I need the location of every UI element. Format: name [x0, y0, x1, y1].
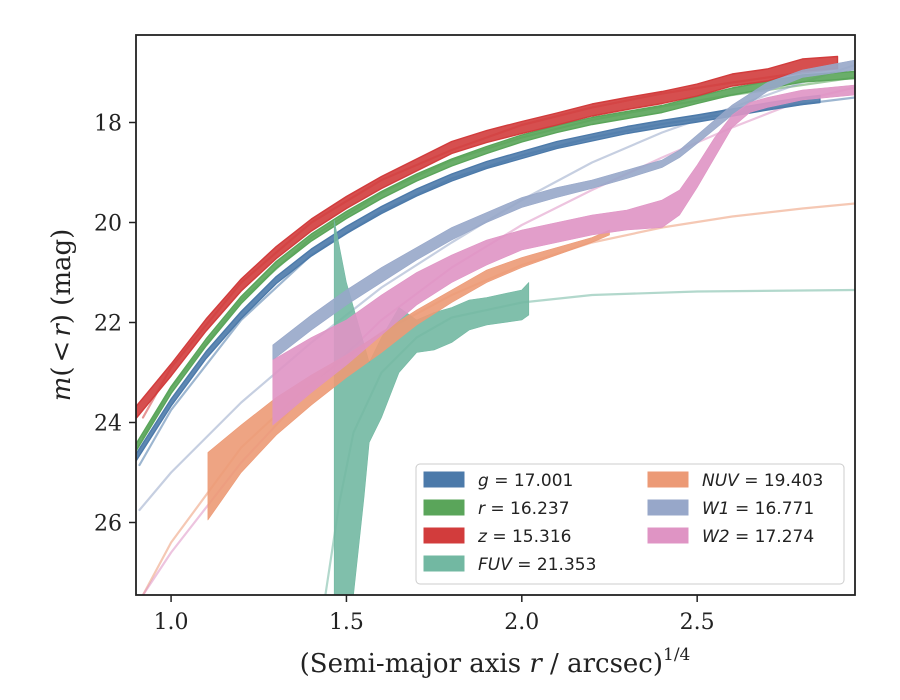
x-tick-label: 2.5 [680, 610, 715, 635]
legend-value: = 19.403 [739, 471, 824, 491]
x-axis-label: (Semi-major axis r / arcsec)1/4 [300, 645, 691, 679]
legend-swatch [647, 471, 689, 488]
y-axis-label-m: m [47, 377, 77, 402]
legend-swatch [423, 499, 465, 516]
w2-profile-band [272, 84, 855, 426]
legend-item-w1: W1 = 16.771 [647, 499, 814, 519]
legend-swatch [423, 527, 465, 544]
y-axis-label-r: r [47, 323, 77, 337]
y-tick-label: 22 [94, 312, 122, 337]
legend-value: = 16.237 [485, 499, 570, 519]
x-axis-ticks: 1.0 1.5 2.0 2.5 [154, 595, 715, 635]
legend-item-w2: W2 = 17.274 [647, 527, 814, 547]
x-axis-label-var: r [529, 649, 543, 679]
legend-label: FUV = 21.353 [478, 555, 596, 575]
legend-band: r [478, 499, 486, 519]
r-profile-band [136, 70, 855, 452]
y-axis-label-paren-close: ) [47, 314, 77, 324]
y-axis-label-lt: < [47, 341, 77, 363]
x-axis-label-exponent: 1/4 [663, 645, 690, 665]
y-tick-label: 20 [94, 212, 122, 237]
legend-item-z: z = 15.316 [423, 527, 571, 547]
legend-value: = 17.274 [730, 527, 815, 547]
legend-box [415, 463, 845, 585]
data-layer [136, 55, 855, 595]
legend-label: g = 17.001 [478, 471, 573, 491]
y-axis-label: m( < r) (mag) [47, 229, 77, 402]
legend-label: z = 15.316 [477, 527, 571, 547]
x-tick-label: 1.0 [154, 610, 189, 635]
y-axis-label-paren-open: ( [47, 366, 77, 376]
legend-label: W2 = 17.274 [702, 527, 814, 547]
legend-item-g: g = 17.001 [423, 471, 573, 491]
legend-swatch [423, 471, 465, 488]
g-profile-band [136, 94, 821, 462]
legend-band: W1 [702, 499, 730, 519]
legend-value: = 16.771 [730, 499, 815, 519]
y-tick-label: 26 [94, 512, 122, 537]
legend-band: W2 [702, 527, 730, 547]
legend-value: = 17.001 [489, 471, 574, 491]
legend-band: FUV [478, 555, 513, 575]
x-axis-label-main: (Semi-major axis [300, 649, 530, 679]
legend-band: g [478, 471, 489, 491]
y-tick-label: 18 [94, 112, 122, 137]
legend-swatch [647, 499, 689, 516]
legend-swatch [647, 527, 689, 544]
legend-label: r = 16.237 [478, 499, 570, 519]
legend-band: z [477, 527, 488, 547]
x-axis-label-rest: / arcsec) [542, 649, 663, 679]
y-axis-ticks: 18 20 22 24 26 [94, 112, 136, 537]
legend-label: NUV = 19.403 [702, 471, 823, 491]
legend-item-r: r = 16.237 [423, 499, 570, 519]
y-tick-label: 24 [94, 412, 122, 437]
legend-item-fuv: FUV = 21.353 [423, 555, 596, 575]
legend-value: = 21.353 [512, 555, 597, 575]
x-tick-label: 2.0 [504, 610, 539, 635]
plot-frame [135, 34, 856, 596]
legend-item-nuv: NUV = 19.403 [647, 471, 823, 491]
legend-label: W1 = 16.771 [702, 499, 814, 519]
w1-profile-band [272, 59, 855, 361]
y-axis-label-unit: (mag) [47, 229, 77, 314]
x-tick-label: 1.5 [329, 610, 364, 635]
legend-value: = 15.316 [487, 527, 572, 547]
legend-swatch [423, 555, 465, 572]
legend-band: NUV [702, 471, 740, 491]
